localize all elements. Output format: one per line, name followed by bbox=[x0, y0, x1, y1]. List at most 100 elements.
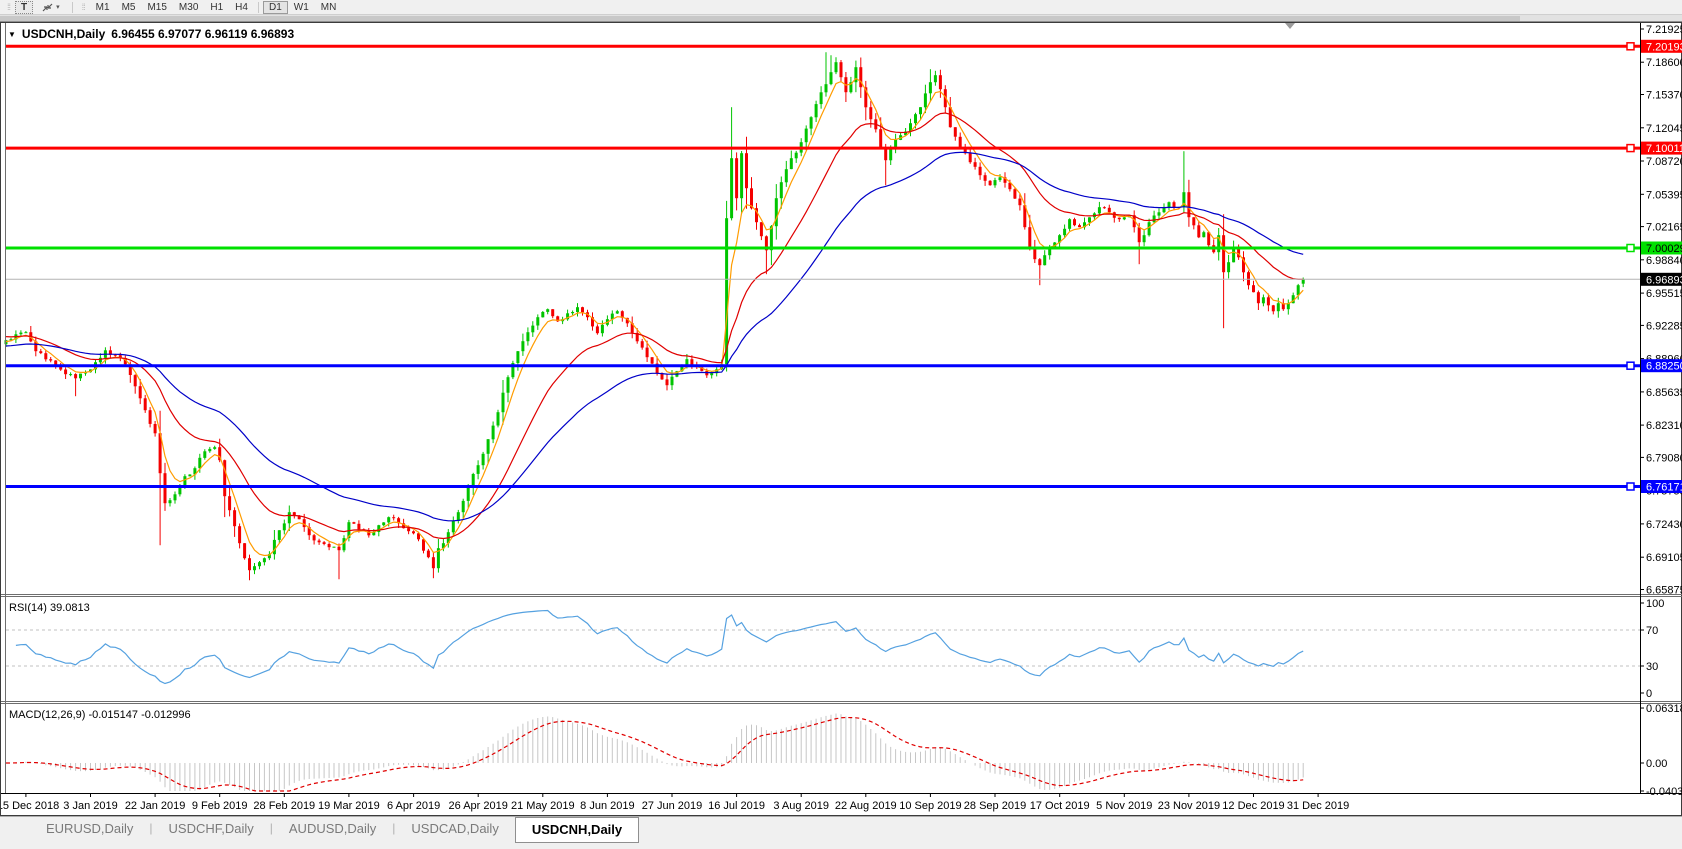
panel-borders bbox=[1, 23, 1682, 793]
chart-window: ▼ USDCNH,Daily 6.96455 6.97077 6.96119 6… bbox=[0, 22, 1682, 816]
svg-text:6.95515: 6.95515 bbox=[1646, 288, 1682, 300]
price-axis[interactable]: 7.21925 7.18600 7.15370 7.12045 7.08720 7.053… bbox=[1640, 24, 1682, 798]
toolbar-separator bbox=[257, 1, 259, 13]
svg-text:5 Nov 2019: 5 Nov 2019 bbox=[1096, 800, 1152, 812]
svg-text:8 Jun 2019: 8 Jun 2019 bbox=[580, 800, 634, 812]
svg-text:12 Dec 2019: 12 Dec 2019 bbox=[1222, 800, 1284, 812]
svg-text:22 Aug 2019: 22 Aug 2019 bbox=[835, 800, 897, 812]
rsi-line bbox=[15, 609, 1304, 685]
svg-text:-0.040355: -0.040355 bbox=[1646, 786, 1682, 798]
timeframe-button-m15[interactable]: M15 bbox=[141, 1, 172, 14]
arrows-tool-button[interactable]: ▾ bbox=[35, 1, 66, 14]
toolbar-separator bbox=[71, 1, 73, 13]
macd-signal-line bbox=[6, 716, 1304, 792]
svg-text:0: 0 bbox=[1646, 688, 1652, 700]
chart-tab-eurusd[interactable]: EURUSD,Daily bbox=[46, 821, 134, 836]
ma-line-medium[interactable] bbox=[5, 112, 1304, 540]
chart-tab-usdcnh[interactable]: USDCNH,Daily bbox=[514, 817, 640, 843]
svg-text:15 Dec 2018: 15 Dec 2018 bbox=[1, 800, 59, 812]
dropdown-caret-icon: ▾ bbox=[56, 4, 60, 11]
svg-text:0.063184: 0.063184 bbox=[1646, 703, 1682, 715]
svg-text:6.96893: 6.96893 bbox=[1646, 274, 1682, 286]
timeframe-button-m30[interactable]: M30 bbox=[173, 1, 204, 14]
rsi-label: RSI(14) 39.0813 bbox=[9, 602, 90, 614]
svg-text:30: 30 bbox=[1646, 661, 1658, 673]
tab-divider: | bbox=[149, 821, 153, 835]
scrollbar-thumb[interactable] bbox=[0, 16, 1520, 21]
chart-shift-marker-icon[interactable] bbox=[1285, 23, 1295, 29]
svg-text:19 Mar 2019: 19 Mar 2019 bbox=[318, 800, 380, 812]
svg-text:28 Feb 2019: 28 Feb 2019 bbox=[253, 800, 315, 812]
toolbar-grip: ⁞⁞ bbox=[7, 2, 11, 12]
chart-tab-usdcad[interactable]: USDCAD,Daily bbox=[411, 821, 499, 836]
svg-text:21 May 2019: 21 May 2019 bbox=[511, 800, 575, 812]
svg-text:17 Oct 2019: 17 Oct 2019 bbox=[1030, 800, 1090, 812]
horizontal-level-line-7.10011[interactable] bbox=[6, 143, 1640, 153]
timeframe-button-mn[interactable]: MN bbox=[315, 1, 343, 14]
timeframe-button-h4[interactable]: H4 bbox=[229, 1, 254, 14]
svg-text:9 Feb 2019: 9 Feb 2019 bbox=[192, 800, 248, 812]
svg-text:6.92285: 6.92285 bbox=[1646, 320, 1682, 332]
svg-text:31 Dec 2019: 31 Dec 2019 bbox=[1287, 800, 1349, 812]
svg-text:6 Apr 2019: 6 Apr 2019 bbox=[387, 800, 440, 812]
svg-text:0.00: 0.00 bbox=[1646, 758, 1667, 770]
ma-line-fast[interactable] bbox=[5, 77, 1304, 557]
svg-text:100: 100 bbox=[1646, 598, 1664, 610]
svg-text:23 Nov 2019: 23 Nov 2019 bbox=[1158, 800, 1220, 812]
svg-text:6.79080: 6.79080 bbox=[1646, 452, 1682, 464]
symbol-label: USDCNH,Daily bbox=[21, 27, 106, 41]
svg-text:6.76171: 6.76171 bbox=[1646, 482, 1682, 494]
svg-text:28 Sep 2019: 28 Sep 2019 bbox=[964, 800, 1026, 812]
horizontal-level-line-7.00029[interactable] bbox=[6, 243, 1640, 253]
svg-text:27 Jun 2019: 27 Jun 2019 bbox=[642, 800, 703, 812]
macd-panel: MACD(12,26,9) -0.015147 -0.012996 bbox=[6, 709, 1304, 792]
horizontal-scrollbar[interactable] bbox=[0, 14, 1682, 22]
chart-tab-audusd[interactable]: AUDUSD,Daily bbox=[288, 821, 377, 836]
svg-text:10 Sep 2019: 10 Sep 2019 bbox=[899, 800, 961, 812]
svg-text:6.69105: 6.69105 bbox=[1646, 552, 1682, 564]
timeframe-button-m5[interactable]: M5 bbox=[116, 1, 142, 14]
svg-text:7.12045: 7.12045 bbox=[1646, 123, 1682, 135]
svg-text:6.65875: 6.65875 bbox=[1646, 585, 1682, 597]
svg-text:3 Jan 2019: 3 Jan 2019 bbox=[63, 800, 117, 812]
svg-text:7.05395: 7.05395 bbox=[1646, 189, 1682, 201]
svg-text:70: 70 bbox=[1646, 625, 1658, 637]
timeframe-button-w1[interactable]: W1 bbox=[288, 1, 315, 14]
svg-text:26 Apr 2019: 26 Apr 2019 bbox=[449, 800, 508, 812]
horizontal-level-line-7.20193[interactable] bbox=[6, 42, 1640, 51]
timeframe-button-h1[interactable]: H1 bbox=[204, 1, 229, 14]
timeframe-button-d1[interactable]: D1 bbox=[262, 0, 288, 14]
toolbar-grip: ⁞⁞ bbox=[81, 2, 86, 12]
text-label-tool-button[interactable]: T bbox=[15, 0, 34, 14]
timeframe-toolbar: ⁞⁞ T ▾ ⁞⁞ M1 M5 M15 M30 H1 H4 D1 W1 MN bbox=[0, 0, 1682, 14]
svg-text:7.18600: 7.18600 bbox=[1646, 57, 1682, 69]
svg-text:6.98840: 6.98840 bbox=[1646, 255, 1682, 267]
chart-title: ▼ USDCNH,Daily 6.96455 6.97077 6.96119 6… bbox=[8, 27, 294, 41]
rsi-panel: RSI(14) 39.0813 bbox=[6, 602, 1640, 685]
macd-label: MACD(12,26,9) -0.015147 -0.012996 bbox=[9, 709, 191, 721]
ma-line-slow[interactable] bbox=[5, 151, 1304, 522]
svg-text:7.10011: 7.10011 bbox=[1646, 143, 1682, 155]
tab-divider: | bbox=[269, 821, 273, 835]
horizontal-level-line-6.76171[interactable] bbox=[6, 482, 1640, 491]
time-axis[interactable]: 15 Dec 2018 3 Jan 2019 22 Jan 2019 9 Feb 20… bbox=[0, 793, 1349, 812]
svg-text:7.08720: 7.08720 bbox=[1646, 156, 1682, 168]
price-chart-canvas[interactable]: RSI(14) 39.0813 MACD(12,26,9) -0.015147 -… bbox=[0, 23, 1682, 817]
symbol-tabbar: EURUSD,Daily | USDCHF,Daily | AUDUSD,Daily | U… bbox=[0, 816, 1682, 849]
chart-tab-usdchf[interactable]: USDCHF,Daily bbox=[168, 821, 254, 836]
svg-text:6.82310: 6.82310 bbox=[1646, 420, 1682, 432]
candlestick-series bbox=[4, 52, 1305, 581]
svg-text:6.72430: 6.72430 bbox=[1646, 519, 1682, 531]
symbol-dropdown-triangle-icon[interactable]: ▼ bbox=[8, 29, 16, 39]
arrows-tool-icon bbox=[42, 3, 53, 11]
svg-text:6.85635: 6.85635 bbox=[1646, 387, 1682, 399]
svg-text:7.00029: 7.00029 bbox=[1646, 243, 1682, 255]
svg-text:7.21925: 7.21925 bbox=[1646, 24, 1682, 36]
ohlc-values: 6.96455 6.97077 6.96119 6.96893 bbox=[111, 27, 295, 41]
horizontal-level-line-6.88250[interactable] bbox=[6, 361, 1640, 370]
svg-text:7.02165: 7.02165 bbox=[1646, 222, 1682, 234]
timeframe-buttons: M1 M5 M15 M30 H1 H4 D1 W1 MN bbox=[90, 0, 343, 14]
svg-text:22 Jan 2019: 22 Jan 2019 bbox=[125, 800, 186, 812]
timeframe-button-m1[interactable]: M1 bbox=[90, 1, 116, 14]
